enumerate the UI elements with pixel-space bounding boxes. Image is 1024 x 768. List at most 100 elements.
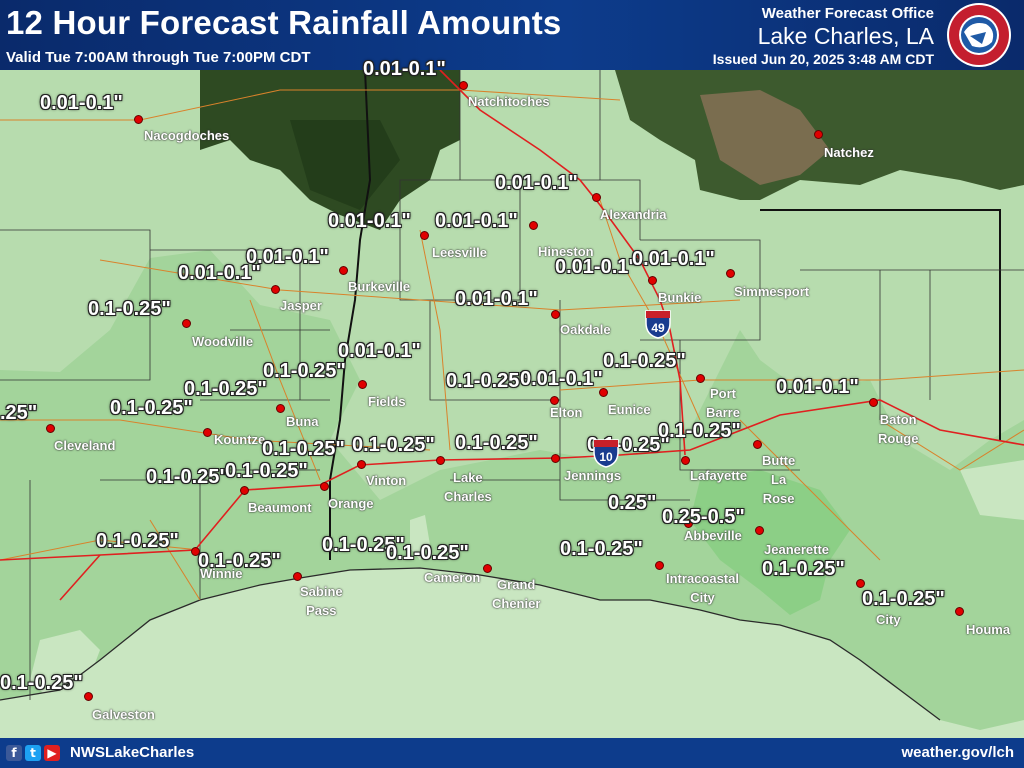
city-dot	[191, 547, 200, 556]
social-handle[interactable]: NWSLakeCharles	[70, 744, 195, 761]
city-dot	[84, 692, 93, 701]
rainfall-amount-label: 0.1-0.25"	[386, 542, 469, 564]
city-dot	[726, 269, 735, 278]
city-dot	[696, 374, 705, 383]
city-dot	[648, 276, 657, 285]
rainfall-amount-label: 0.1-0.25"	[262, 438, 345, 460]
city-label: Houma	[966, 622, 1011, 637]
city-dot	[134, 115, 143, 124]
city-label: Natchitoches	[468, 94, 550, 109]
city-label: Grand Chenier	[492, 577, 541, 611]
rainfall-amount-label: 0.1-0.25"	[225, 460, 308, 482]
city-label: Alexandria	[600, 207, 667, 222]
city-label: Vinton	[366, 473, 407, 488]
city-dot	[459, 81, 468, 90]
footer-bar: f t ▶ NWSLakeCharles weather.gov/lch	[0, 738, 1024, 768]
city-label: Intracoastal City	[666, 571, 739, 605]
city-label: Galveston	[92, 707, 155, 722]
city-label: Lake Charles	[444, 470, 492, 504]
rain-band-moderate	[690, 470, 850, 615]
rainfall-amount-label: .25"	[0, 402, 38, 424]
city-dot	[551, 454, 560, 463]
city-dot	[753, 440, 762, 449]
city-label: Butte La Rose	[762, 453, 796, 506]
city-label: Woodville	[192, 334, 254, 349]
city-dot	[551, 310, 560, 319]
city-label: Jasper	[280, 298, 322, 313]
city-label: Abbeville	[684, 528, 742, 543]
city-dot	[271, 285, 280, 294]
facebook-icon[interactable]: f	[6, 745, 22, 761]
city-dot	[293, 572, 302, 581]
youtube-icon[interactable]: ▶	[44, 745, 60, 761]
city-label: Port Barre	[706, 386, 740, 420]
rainfall-amount-label: 0.1-0.25"	[762, 558, 845, 580]
city-dot	[483, 564, 492, 573]
rainfall-amount-label: 0.1-0.25"	[603, 350, 686, 372]
city-dot	[599, 388, 608, 397]
issued-time: Issued Jun 20, 2025 3:48 AM CDT	[712, 51, 934, 67]
rainfall-amount-label: 0.1-0.25"	[110, 397, 193, 419]
galveston-bay	[30, 630, 100, 700]
city-dot	[240, 486, 249, 495]
rainfall-amount-label: 0.01-0.1"	[632, 248, 715, 270]
header-bar: 12 Hour Forecast Rainfall Amounts Valid …	[0, 0, 1024, 70]
city-dot	[182, 319, 191, 328]
rainfall-amount-label: 0.01-0.1"	[520, 368, 603, 390]
rainfall-amount-label: 0.1-0.25"	[198, 550, 281, 572]
rainfall-amount-label: 0.01-0.1"	[363, 58, 446, 80]
rainfall-amount-label: 0.01-0.1"	[555, 256, 638, 278]
city-label: City	[876, 612, 901, 627]
rainfall-amount-label: 0.01-0.1"	[435, 210, 518, 232]
calcasieu-lake	[410, 515, 430, 560]
city-dot	[681, 456, 690, 465]
interstate-10-shield-icon: 10	[593, 439, 619, 468]
rain-band-moderate-2	[120, 300, 215, 420]
city-label: Sabine Pass	[300, 584, 343, 618]
website-link[interactable]: weather.gov/lch	[901, 744, 1014, 761]
state-line-ms	[760, 209, 1001, 440]
rainfall-amount-label: 0.1-0.25"	[862, 588, 945, 610]
lake-pontchartrain	[960, 460, 1024, 520]
rainfall-amount-label: 0.1-0.25"	[455, 432, 538, 454]
city-dot	[856, 579, 865, 588]
rainfall-amount-label: 0.1-0.25"	[184, 378, 267, 400]
city-label: Beaumont	[248, 500, 312, 515]
rainfall-amount-label: 0.1-0.25"	[263, 360, 346, 382]
rainfall-amount-label: 0.01-0.1"	[246, 246, 329, 268]
city-label: Buna	[286, 414, 319, 429]
interstates	[0, 69, 1024, 601]
rainfall-amount-label: 0.1-0.25"	[146, 466, 229, 488]
city-label: Kountze	[214, 432, 266, 447]
interstate-49-shield-icon: 49	[645, 310, 671, 339]
city-dot	[814, 130, 823, 139]
rainfall-amount-label: 0.1-0.25"	[0, 672, 83, 694]
rainfall-amount-label: 0.25-0.5"	[662, 506, 745, 528]
rainfall-amount-label: 0.25"	[608, 492, 657, 514]
city-dot	[357, 460, 366, 469]
city-label: Nacogdoches	[144, 128, 230, 143]
rainfall-amount-label: 0.1-0.25"	[560, 538, 643, 560]
gulf-water	[0, 568, 1024, 738]
city-dot	[592, 193, 601, 202]
city-dot	[869, 398, 878, 407]
valid-time: Valid Tue 7:00AM through Tue 7:00PM CDT	[6, 49, 311, 66]
shield-10-label: 10	[599, 450, 613, 464]
office-label: Weather Forecast Office	[761, 5, 934, 22]
rainfall-amount-label: 0.01-0.1"	[40, 92, 123, 114]
rainfall-amount-label: 0.01-0.1"	[338, 340, 421, 362]
city-dot	[203, 428, 212, 437]
city-dot	[529, 221, 538, 230]
twitter-icon[interactable]: t	[25, 745, 41, 761]
terrain-n-2	[290, 120, 400, 210]
city-dot	[339, 266, 348, 275]
city-label: Fields	[368, 394, 406, 409]
city-label: Natchez	[824, 145, 874, 160]
rainfall-amount-label: 0.1-0.25"	[322, 534, 405, 556]
shield-49-label: 49	[651, 321, 665, 335]
city-dot	[684, 519, 693, 528]
city-label: Burkeville	[348, 279, 411, 294]
city-dot	[358, 380, 367, 389]
rainfall-amount-label: 0.1-0.25"	[446, 370, 529, 392]
